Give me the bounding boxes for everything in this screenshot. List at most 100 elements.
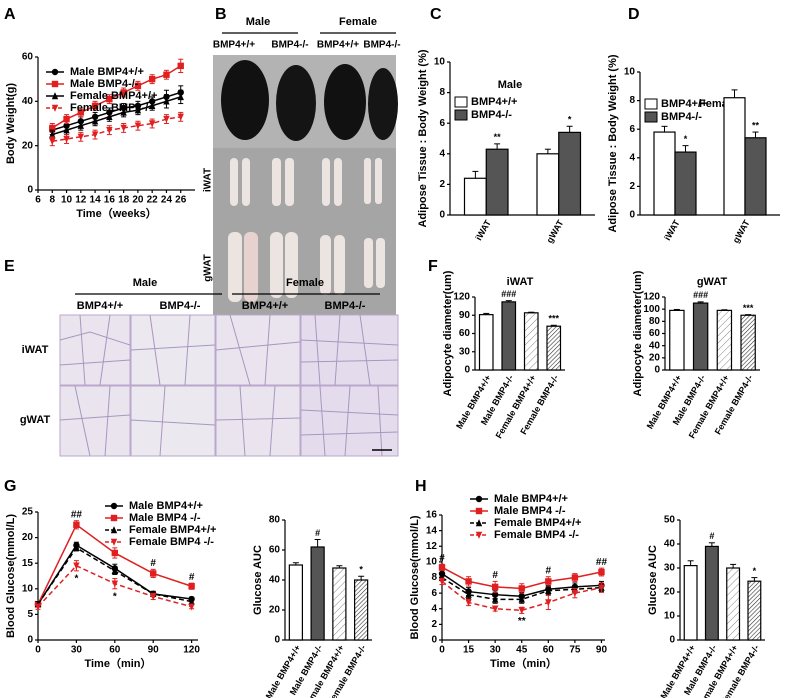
- marker: [91, 102, 99, 109]
- marker: [148, 120, 156, 128]
- genotype-label: BMP4+/+: [317, 40, 359, 51]
- significance-label: ***: [548, 314, 559, 324]
- bar: [478, 314, 494, 371]
- row-label: iWAT: [203, 168, 214, 192]
- chart-title: Male: [498, 79, 522, 91]
- marker: [148, 75, 156, 83]
- marker: [51, 68, 59, 76]
- x-tick-label: 90: [148, 645, 160, 656]
- x-tick-label: 24: [161, 195, 173, 206]
- significance-label: **: [518, 616, 526, 627]
- y-axis-label: Blood Glucose(mmol/L): [409, 515, 421, 639]
- marker: [134, 82, 142, 90]
- marker: [545, 599, 552, 607]
- y-axis-label: Adipocyte diameter(um): [442, 270, 454, 396]
- x-tick-label: 0: [35, 645, 41, 656]
- significance-label: ###: [501, 289, 516, 299]
- significance-label: ***: [743, 303, 754, 313]
- y-tick-label: 80: [649, 316, 661, 327]
- bar: [501, 301, 517, 371]
- x-tick-label: 16: [104, 195, 116, 206]
- y-tick-label: 10: [664, 611, 676, 622]
- bar: [683, 564, 698, 641]
- y-axis-label: Adipocyte diameter(um): [632, 270, 644, 396]
- y-tick-label: 40: [649, 340, 661, 351]
- significance-label: *: [74, 574, 78, 585]
- marker: [73, 562, 80, 570]
- photo-panel-b: B Male Female BMP4+/+ BMP4-/- BMP4+/+ BM…: [203, 6, 401, 330]
- marker: [571, 574, 579, 581]
- mouse: [221, 60, 269, 140]
- significance-label: *: [359, 565, 363, 575]
- y-tick-label: 100: [643, 304, 660, 315]
- genotype-label: BMP4-/-: [160, 300, 201, 312]
- marker: [177, 113, 184, 121]
- x-tick-label: 20: [132, 195, 144, 206]
- bar: [523, 312, 539, 371]
- y-tick-label: 60: [22, 52, 34, 63]
- marker: [106, 126, 113, 134]
- marker: [134, 122, 142, 130]
- mouse: [324, 64, 366, 140]
- marker: [110, 514, 118, 522]
- x-tick-label: 0: [439, 645, 445, 656]
- marker: [73, 544, 80, 552]
- marker: [106, 113, 113, 121]
- x-tick-label: 60: [109, 645, 121, 656]
- marker: [571, 589, 579, 597]
- marker: [491, 605, 499, 613]
- significance-label: *: [753, 566, 757, 576]
- significance-label: **: [494, 132, 502, 142]
- x-tick-label: 10: [61, 195, 73, 206]
- x-tick-label: 8: [49, 195, 55, 206]
- group-label: Male: [133, 277, 157, 289]
- row-label: iWAT: [22, 344, 49, 356]
- bar: [723, 97, 746, 216]
- y-tick-label: 0: [464, 365, 470, 376]
- panel-letter: H: [415, 478, 427, 495]
- x-tick-label: iWAT: [473, 218, 493, 242]
- marker: [188, 583, 195, 590]
- y-tick-label: 6: [431, 588, 437, 599]
- marker: [77, 121, 85, 129]
- row-label: gWAT: [20, 414, 51, 426]
- significance-label: #: [709, 531, 714, 541]
- significance-label: *: [568, 115, 572, 125]
- marker: [188, 603, 195, 611]
- y-tick-label: 0: [274, 635, 280, 646]
- y-tick-label: 14: [426, 525, 438, 536]
- genotype-label: BMP4-/-: [325, 300, 366, 312]
- bar: [692, 302, 709, 371]
- x-tick-label: 120: [183, 645, 200, 656]
- legend-label: Male BMP4+/+: [70, 66, 144, 78]
- bar: [463, 177, 487, 216]
- marker: [465, 578, 472, 585]
- legend-label: Male BMP4+/+: [129, 500, 203, 512]
- marker: [177, 62, 184, 70]
- y-tick-label: 60: [269, 545, 281, 556]
- marker: [518, 585, 525, 592]
- y-tick-label: 120: [453, 292, 470, 303]
- marker: [465, 590, 472, 598]
- panel-letter: F: [428, 258, 438, 275]
- x-axis-label: Time（weeks）: [76, 207, 157, 220]
- y-tick-label: 16: [426, 510, 438, 521]
- marker: [438, 578, 446, 586]
- y-tick-label: 50: [664, 515, 676, 526]
- marker: [63, 126, 70, 134]
- significance-label: *: [113, 591, 117, 602]
- y-tick-label: 0: [439, 210, 445, 221]
- bar: [354, 579, 369, 641]
- legend-label: Female BMP4 -/-: [129, 536, 214, 548]
- y-axis-label: Adipose Tissue : Body Weight (%): [607, 54, 619, 232]
- marker: [177, 93, 184, 101]
- significance-label: #: [150, 558, 156, 569]
- y-tick-label: 20: [664, 587, 676, 598]
- y-tick-label: 120: [643, 292, 660, 303]
- x-tick-label: 75: [569, 645, 581, 656]
- significance-label: *: [684, 134, 688, 144]
- marker: [120, 124, 127, 132]
- y-tick-label: 60: [649, 328, 661, 339]
- y-tick-label: 15: [22, 558, 34, 569]
